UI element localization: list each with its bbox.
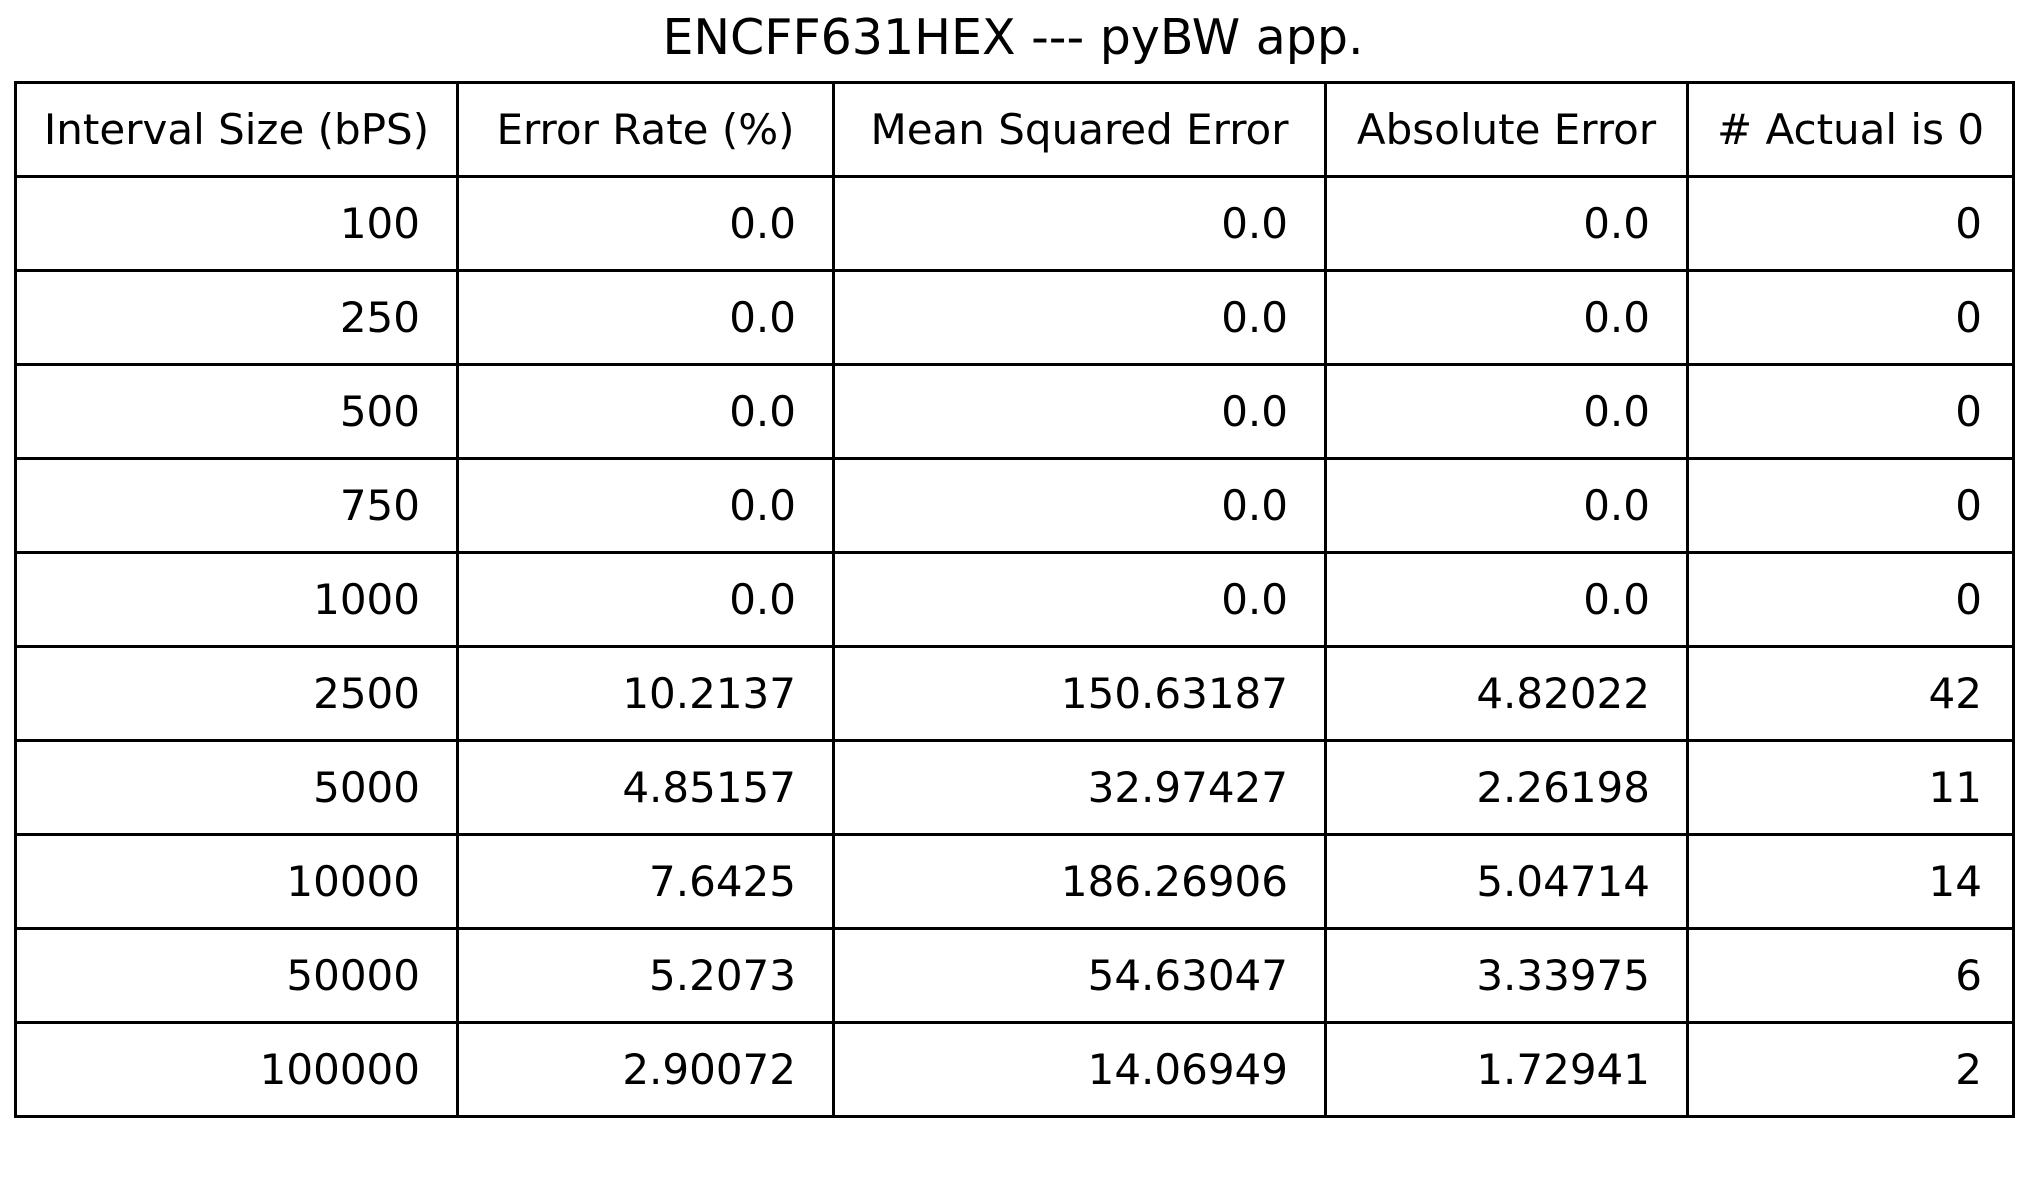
column-header-actual-is-zero: # Actual is 0 <box>1686 81 2015 178</box>
cell-error-rate: 0.0 <box>456 551 835 648</box>
cell-mean-squared-error: 150.63187 <box>832 645 1327 742</box>
cell-mean-squared-error: 0.0 <box>832 363 1327 460</box>
cell-interval-size: 1000 <box>14 551 459 648</box>
cell-actual-is-zero: 42 <box>1686 645 2015 742</box>
column-header-interval-size: Interval Size (bPS) <box>14 81 459 178</box>
table-row: 100000 2.90072 14.06949 1.72941 2 <box>14 1021 2015 1118</box>
cell-mean-squared-error: 14.06949 <box>832 1021 1327 1118</box>
table-row: 50000 5.2073 54.63047 3.33975 6 <box>14 927 2015 1024</box>
cell-interval-size: 500 <box>14 363 459 460</box>
table-row: 500 0.0 0.0 0.0 0 <box>14 363 2015 460</box>
cell-interval-size: 100000 <box>14 1021 459 1118</box>
cell-absolute-error: 1.72941 <box>1324 1021 1689 1118</box>
cell-actual-is-zero: 11 <box>1686 739 2015 836</box>
cell-error-rate: 5.2073 <box>456 927 835 1024</box>
cell-actual-is-zero: 2 <box>1686 1021 2015 1118</box>
cell-absolute-error: 0.0 <box>1324 457 1689 554</box>
cell-absolute-error: 2.26198 <box>1324 739 1689 836</box>
table-row: 250 0.0 0.0 0.0 0 <box>14 269 2015 366</box>
cell-actual-is-zero: 0 <box>1686 269 2015 366</box>
table-title: ENCFF631HEX --- pyBW app. <box>662 9 1364 66</box>
cell-error-rate: 0.0 <box>456 363 835 460</box>
cell-interval-size: 2500 <box>14 645 459 742</box>
cell-absolute-error: 0.0 <box>1324 269 1689 366</box>
cell-absolute-error: 3.33975 <box>1324 927 1689 1024</box>
header-row: Interval Size (bPS) Error Rate (%) Mean … <box>14 81 2015 178</box>
cell-actual-is-zero: 0 <box>1686 175 2015 272</box>
cell-error-rate: 2.90072 <box>456 1021 835 1118</box>
table-row: 10000 7.6425 186.26906 5.04714 14 <box>14 833 2015 930</box>
cell-mean-squared-error: 186.26906 <box>832 833 1327 930</box>
cell-actual-is-zero: 0 <box>1686 363 2015 460</box>
cell-mean-squared-error: 0.0 <box>832 175 1327 272</box>
cell-mean-squared-error: 0.0 <box>832 457 1327 554</box>
table-row: 750 0.0 0.0 0.0 0 <box>14 457 2015 554</box>
table-body: 100 0.0 0.0 0.0 0 250 0.0 0.0 0.0 0 500 0.0 0.0 0.0 0 7… <box>14 175 2015 1118</box>
table-row: 5000 4.85157 32.97427 2.26198 11 <box>14 739 2015 836</box>
cell-interval-size: 5000 <box>14 739 459 836</box>
cell-error-rate: 0.0 <box>456 457 835 554</box>
cell-absolute-error: 4.82022 <box>1324 645 1689 742</box>
cell-actual-is-zero: 14 <box>1686 833 2015 930</box>
table-row: 2500 10.2137 150.63187 4.82022 42 <box>14 645 2015 742</box>
results-table: Interval Size (bPS) Error Rate (%) Mean … <box>14 81 2015 1118</box>
cell-interval-size: 750 <box>14 457 459 554</box>
cell-interval-size: 10000 <box>14 833 459 930</box>
cell-error-rate: 0.0 <box>456 175 835 272</box>
cell-absolute-error: 5.04714 <box>1324 833 1689 930</box>
table-row: 1000 0.0 0.0 0.0 0 <box>14 551 2015 648</box>
cell-actual-is-zero: 0 <box>1686 457 2015 554</box>
cell-mean-squared-error: 0.0 <box>832 269 1327 366</box>
table-row: 100 0.0 0.0 0.0 0 <box>14 175 2015 272</box>
cell-absolute-error: 0.0 <box>1324 175 1689 272</box>
cell-mean-squared-error: 0.0 <box>832 551 1327 648</box>
column-header-absolute-error: Absolute Error <box>1324 81 1689 178</box>
cell-error-rate: 0.0 <box>456 269 835 366</box>
column-header-error-rate: Error Rate (%) <box>456 81 835 178</box>
cell-interval-size: 100 <box>14 175 459 272</box>
cell-error-rate: 7.6425 <box>456 833 835 930</box>
cell-interval-size: 50000 <box>14 927 459 1024</box>
cell-error-rate: 4.85157 <box>456 739 835 836</box>
cell-error-rate: 10.2137 <box>456 645 835 742</box>
cell-absolute-error: 0.0 <box>1324 551 1689 648</box>
cell-absolute-error: 0.0 <box>1324 363 1689 460</box>
cell-mean-squared-error: 32.97427 <box>832 739 1327 836</box>
cell-mean-squared-error: 54.63047 <box>832 927 1327 1024</box>
column-header-mean-squared-error: Mean Squared Error <box>832 81 1327 178</box>
cell-actual-is-zero: 0 <box>1686 551 2015 648</box>
cell-interval-size: 250 <box>14 269 459 366</box>
cell-actual-is-zero: 6 <box>1686 927 2015 1024</box>
